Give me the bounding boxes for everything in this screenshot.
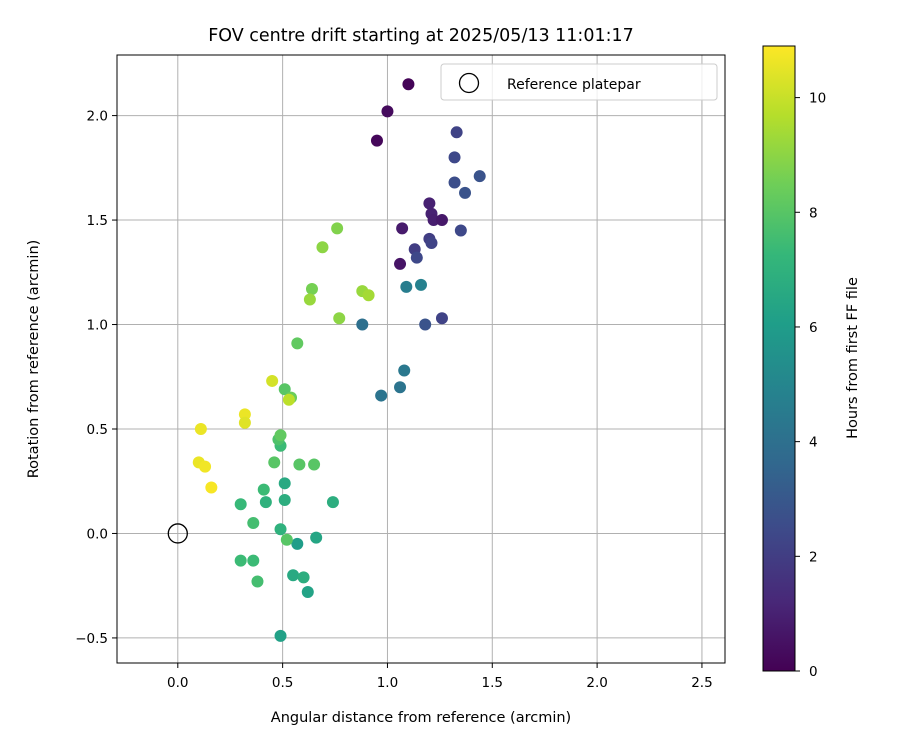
data-point [419, 318, 432, 331]
data-point [370, 134, 383, 147]
data-point [331, 222, 344, 235]
data-point [305, 283, 318, 296]
data-point [199, 460, 212, 473]
data-point [301, 585, 314, 598]
data-point [356, 318, 369, 331]
data-point [234, 498, 247, 511]
reference-point-layer [167, 523, 188, 544]
data-point [310, 531, 323, 544]
x-tick-label: 2.0 [586, 675, 607, 691]
data-point [410, 251, 423, 264]
data-point [375, 389, 388, 402]
y-tick-label: 0.0 [87, 526, 108, 542]
x-axis-label: Angular distance from reference (arcmin) [271, 710, 571, 726]
colorbar-tick-label: 2 [809, 549, 818, 565]
data-point [278, 494, 291, 507]
data-point [238, 416, 251, 429]
chart-title: FOV centre drift starting at 2025/05/13 … [208, 26, 634, 46]
data-point [291, 537, 304, 550]
data-points [192, 78, 486, 642]
legend-label: Reference platepar [507, 77, 641, 93]
data-point [247, 517, 260, 530]
data-point [274, 429, 287, 442]
data-point [234, 554, 247, 567]
colorbar-ticks: 0 2 4 6 8 10 [795, 91, 826, 680]
colorbar-tick-label: 8 [809, 205, 818, 221]
data-point [293, 458, 306, 471]
data-point [454, 224, 467, 237]
data-point [326, 496, 339, 509]
y-axis-ticks: −0.5 0.0 0.5 1.0 1.5 2.0 [75, 109, 117, 647]
data-point [381, 105, 394, 118]
reference-platepar-marker [167, 523, 188, 544]
data-point [251, 575, 264, 588]
plot-frame [116, 54, 726, 664]
data-point [238, 408, 251, 421]
legend: Reference platepar [440, 63, 718, 101]
data-point [268, 456, 281, 469]
x-tick-label: 2.5 [691, 675, 712, 691]
data-point [396, 222, 409, 235]
y-tick-label: 0.5 [87, 422, 108, 438]
grid-lines [117, 55, 725, 663]
data-point [280, 533, 293, 546]
data-point [278, 383, 291, 396]
colorbar-tick-label: 6 [809, 320, 818, 336]
data-point [287, 569, 300, 582]
colorbar-tick-label: 10 [809, 91, 826, 107]
data-point [400, 280, 413, 293]
data-point [402, 78, 415, 91]
colorbar [762, 45, 796, 672]
data-point [425, 237, 438, 250]
x-axis-ticks: 0.0 0.5 1.0 1.5 2.0 2.5 [167, 663, 713, 691]
y-tick-label: 2.0 [87, 109, 108, 125]
data-point [274, 629, 287, 642]
data-point [308, 458, 321, 471]
y-tick-label: 1.0 [87, 318, 108, 334]
data-point [394, 381, 407, 394]
data-point [427, 214, 440, 227]
y-tick-label: −0.5 [75, 631, 108, 647]
data-point [194, 422, 207, 435]
data-point [448, 176, 461, 189]
data-point [291, 337, 304, 350]
legend-marker-open-circle [458, 72, 480, 94]
data-point [303, 293, 316, 306]
data-point [278, 477, 291, 490]
y-axis-label: Rotation from reference (arcmin) [26, 240, 42, 479]
data-point [448, 151, 461, 164]
legend-box [440, 63, 718, 101]
data-point [459, 186, 472, 199]
x-tick-label: 0.5 [272, 675, 293, 691]
data-point [247, 554, 260, 567]
colorbar-tick-label: 4 [809, 435, 818, 451]
colorbar-tick-label: 0 [809, 664, 818, 680]
data-point [435, 312, 448, 325]
data-point [205, 481, 218, 494]
data-point [257, 483, 270, 496]
x-tick-label: 0.0 [167, 675, 188, 691]
y-tick-label: 1.5 [87, 213, 108, 229]
data-point [266, 374, 279, 387]
data-point [398, 364, 411, 377]
data-point [362, 289, 375, 302]
data-point [423, 197, 436, 210]
data-point [316, 241, 329, 254]
data-point [259, 496, 272, 509]
x-tick-label: 1.0 [377, 675, 398, 691]
data-point [394, 257, 407, 270]
data-point [297, 571, 310, 584]
x-tick-label: 1.5 [482, 675, 503, 691]
data-point [333, 312, 346, 325]
data-point [435, 214, 448, 227]
colorbar-label: Hours from first FF file [845, 277, 861, 439]
data-point [450, 126, 463, 139]
data-point [473, 170, 486, 183]
data-point [274, 523, 287, 536]
data-point [282, 393, 295, 406]
data-point [415, 278, 427, 291]
